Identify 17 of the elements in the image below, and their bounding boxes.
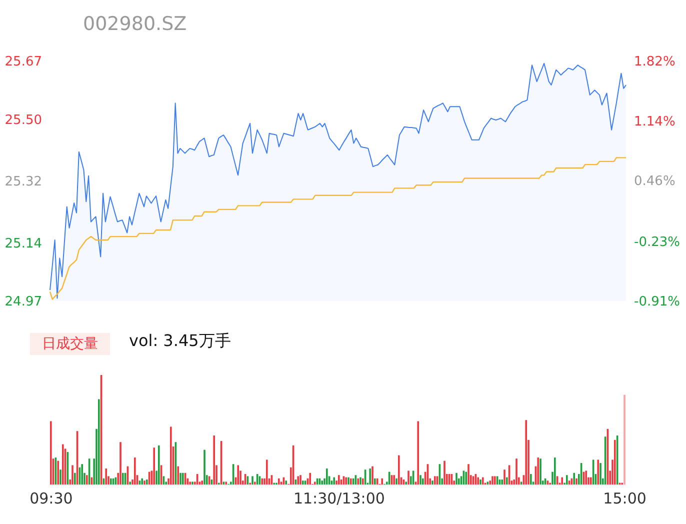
y-tick-label: 25.67 [4,54,42,70]
text: 日成交量 [30,333,110,355]
y2-tick-label: 1.82% [634,54,676,70]
text: vol: 3.45万手 [129,331,231,352]
y2-tick-label: 1.14% [634,114,676,130]
y2-tick-label: -0.23% [634,234,680,250]
line-series [49,157,627,300]
y2-tick-label: 0.46% [634,174,676,190]
y-tick-label: 25.50 [4,112,42,128]
y2-tick-label: -0.91% [634,294,680,310]
y-tick-label: 24.97 [4,294,42,310]
x-tick-label: 11:30/13:00 [293,490,385,508]
x-tick-label: 09:30 [30,490,73,508]
chart-title: 002980.SZ [83,13,187,35]
y-tick-label: 25.14 [4,236,42,252]
y-tick-label: 25.32 [4,174,42,190]
x-tick-label: 15:00 [603,490,646,508]
